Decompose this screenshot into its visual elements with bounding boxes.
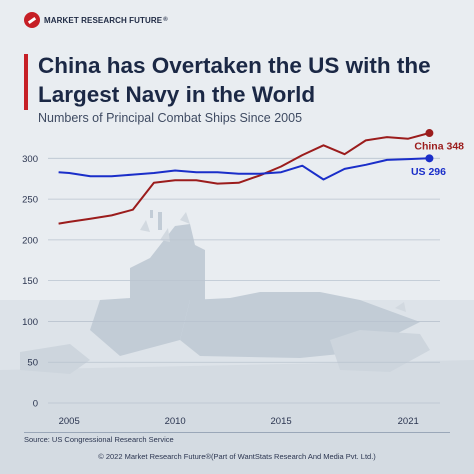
source-note: Source: US Congressional Research Servic… xyxy=(24,435,174,444)
trend-arrow-icon xyxy=(24,12,40,28)
y-tick-label: 250 xyxy=(22,195,38,206)
series-endpoint-china xyxy=(425,129,434,138)
series-end-labels: China 348 US 296 xyxy=(411,141,464,178)
chart-subtitle: Numbers of Principal Combat Ships Since … xyxy=(38,111,303,125)
y-axis-ticks: 0 50 100 150 200 250 300 xyxy=(22,154,38,410)
y-tick-label: 300 xyxy=(22,154,38,165)
gridlines xyxy=(48,157,440,404)
chart-title: China has Overtaken the US with the Larg… xyxy=(38,53,431,107)
y-tick-label: 200 xyxy=(22,235,38,246)
footer-divider xyxy=(24,432,450,433)
title-accent-bar xyxy=(24,54,28,110)
series-line-us xyxy=(58,157,430,181)
y-tick-label: 100 xyxy=(22,317,38,328)
brand-logo: MARKET RESEARCH FUTURE ® xyxy=(24,12,168,28)
series-line-china xyxy=(58,132,430,225)
series-endpoint-us xyxy=(425,154,434,163)
x-tick-label: 2010 xyxy=(165,416,186,427)
y-tick-label: 0 xyxy=(33,399,38,410)
registered-mark: ® xyxy=(163,17,168,23)
y-tick-label: 150 xyxy=(22,276,38,287)
copyright-note: © 2022 Market Research Future®(Part of W… xyxy=(98,452,376,461)
x-tick-label: 2015 xyxy=(271,416,292,427)
series-end-label-us: US 296 xyxy=(411,166,446,178)
series-end-label-china: China 348 xyxy=(414,141,464,153)
x-tick-label: 2021 xyxy=(398,416,419,427)
brand-name: MARKET RESEARCH FUTURE xyxy=(44,15,163,25)
x-axis-ticks: 2005 2010 2015 2021 xyxy=(59,416,419,427)
series-lines xyxy=(58,129,434,225)
x-tick-label: 2005 xyxy=(59,416,80,427)
y-tick-label: 50 xyxy=(27,358,38,369)
